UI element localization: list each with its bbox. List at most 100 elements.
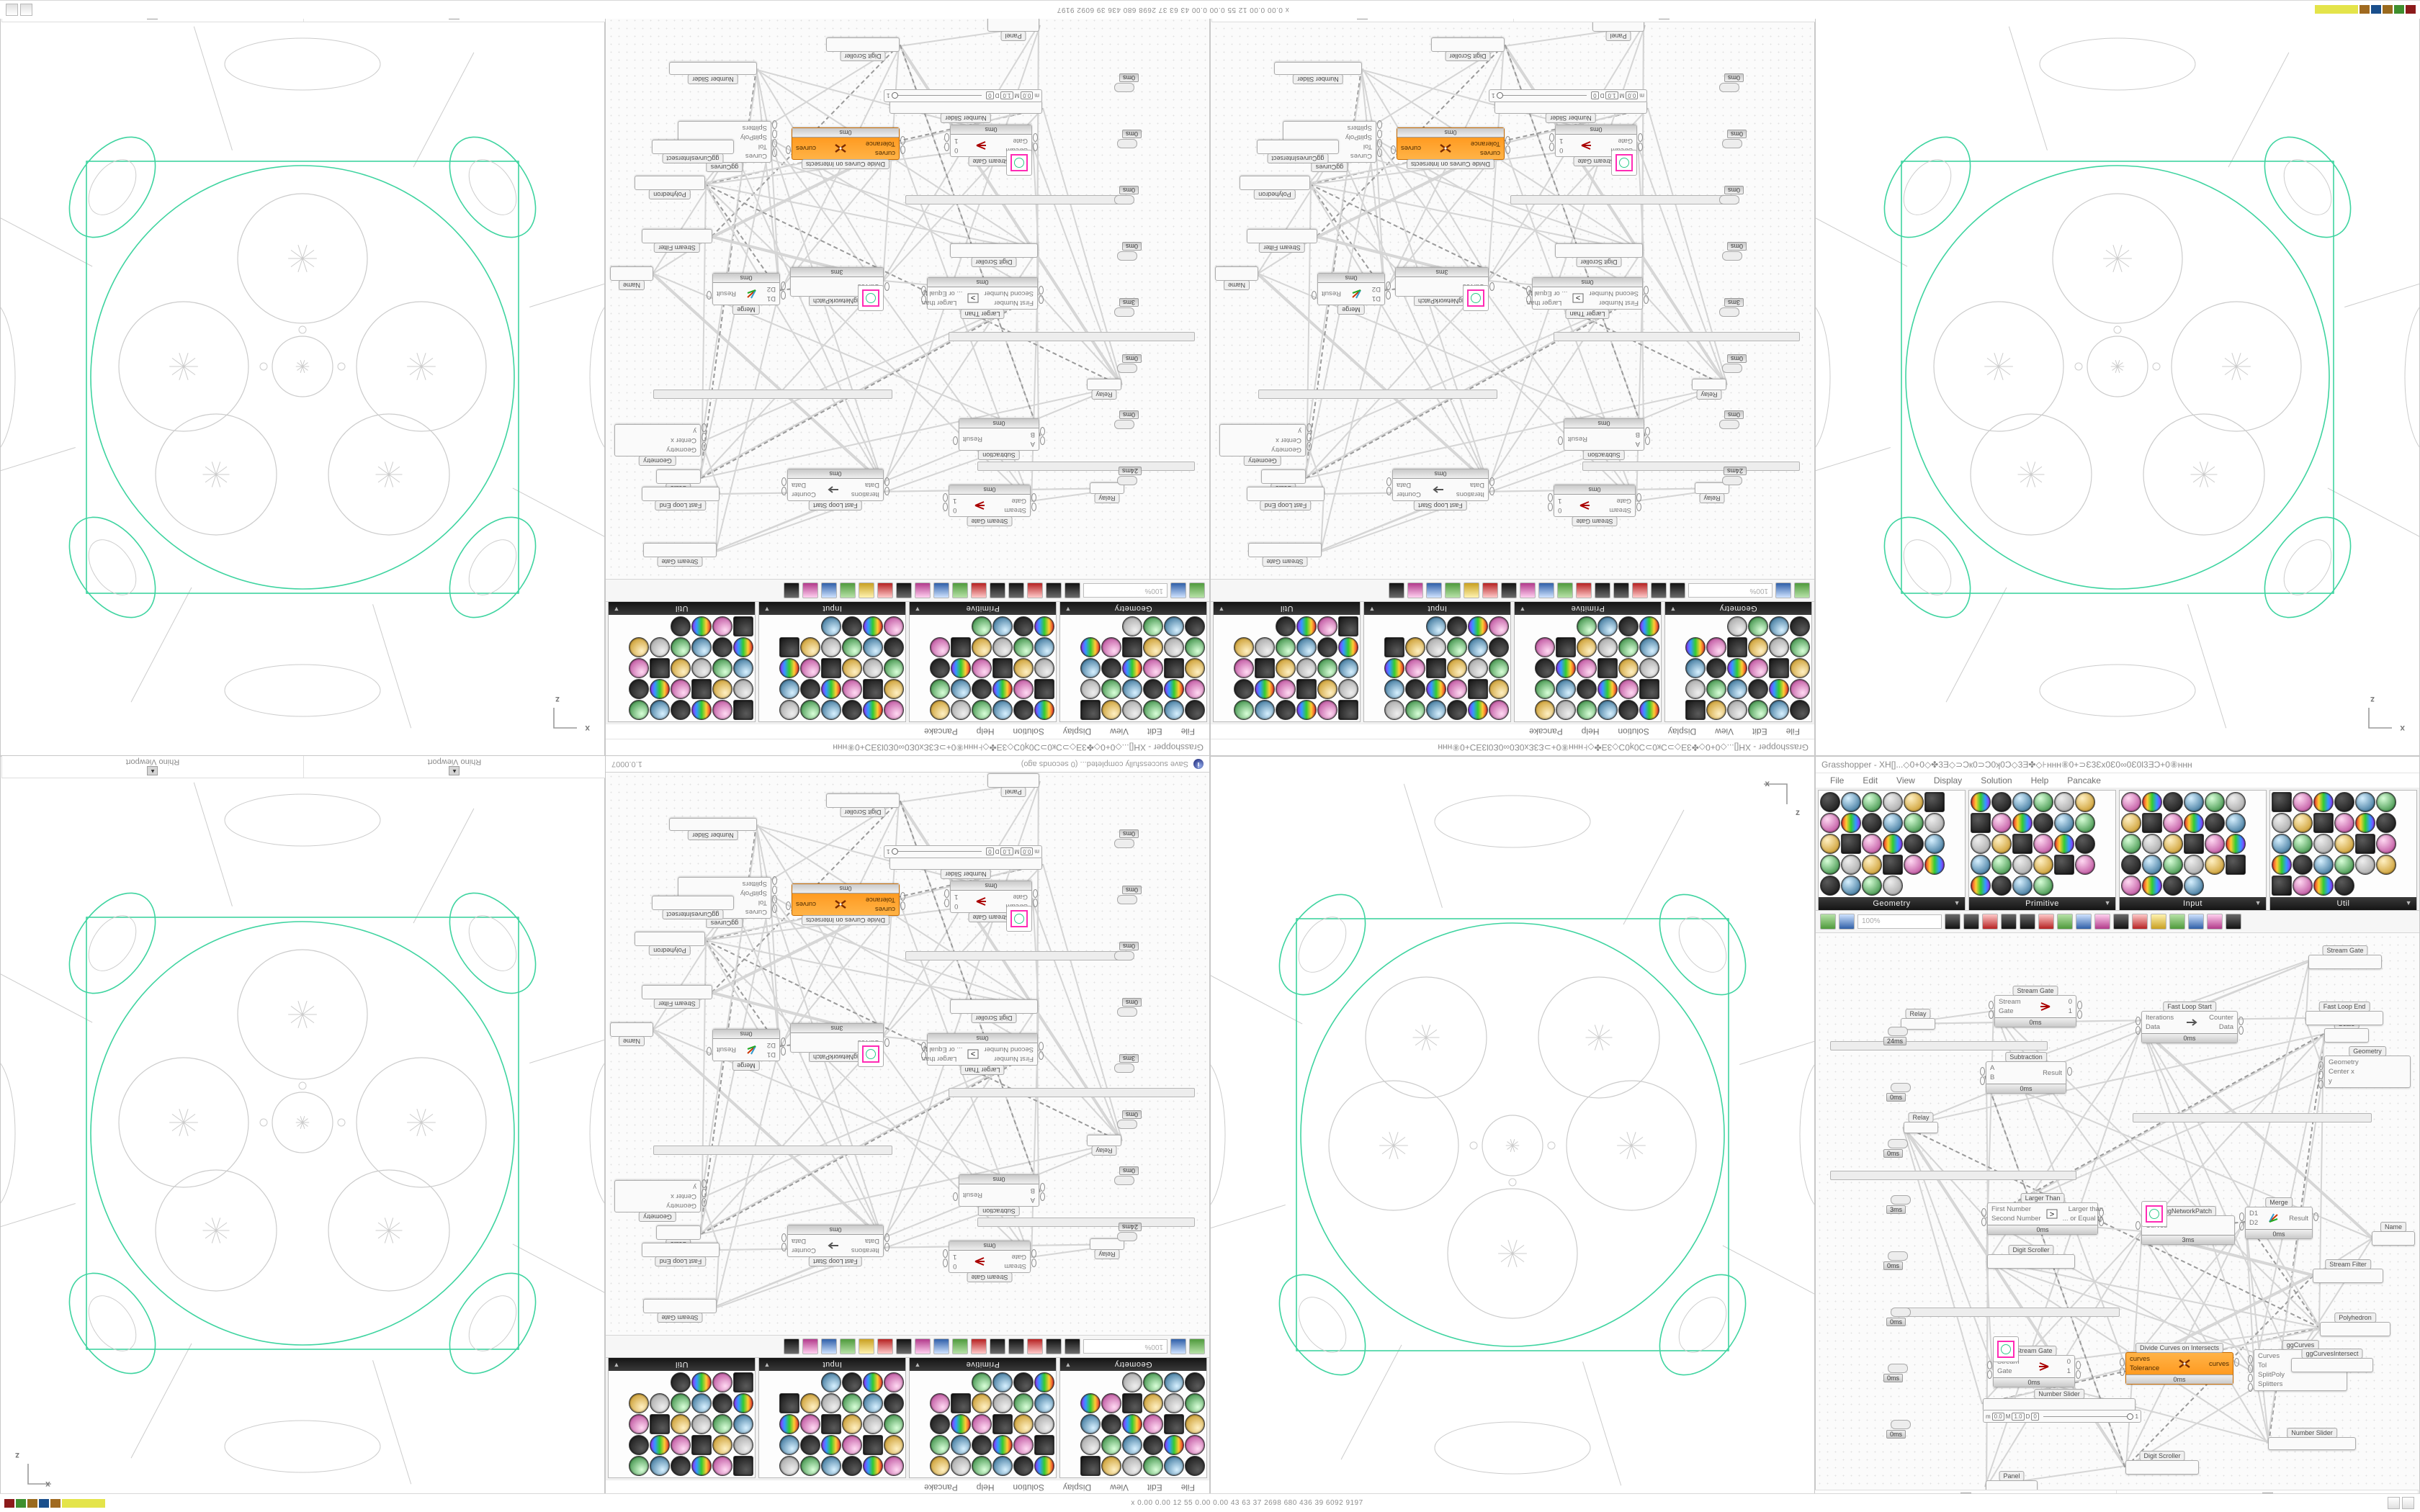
chevron-down-icon[interactable]: ▼ bbox=[1670, 606, 1677, 613]
component-icon[interactable] bbox=[1727, 637, 1747, 657]
input-port[interactable] bbox=[1987, 1361, 1992, 1369]
output-port[interactable] bbox=[2238, 1026, 2244, 1035]
input-port[interactable] bbox=[1645, 427, 1650, 436]
component-icon[interactable] bbox=[650, 1435, 670, 1455]
toolbar-icon-9[interactable] bbox=[2113, 914, 2129, 930]
component-icon[interactable] bbox=[1748, 637, 1768, 657]
chevron-down-icon[interactable]: ▼ bbox=[2254, 899, 2262, 906]
input-port[interactable] bbox=[884, 282, 889, 291]
component-icon[interactable] bbox=[2334, 792, 2354, 812]
menu-item-pancake[interactable]: Pancake bbox=[924, 1482, 958, 1493]
slider-digits-value[interactable]: 0 bbox=[986, 91, 994, 100]
gh-component-n17[interactable]: Stream Gate bbox=[643, 1299, 717, 1323]
component-icon[interactable] bbox=[821, 616, 841, 636]
gh-component-n2[interactable]: Fast Loop Start Iterations Data Counter Data… bbox=[787, 1225, 884, 1266]
component-icon[interactable] bbox=[1080, 700, 1101, 720]
gh-component-n18[interactable]: ggCurvesIntersect bbox=[2291, 1349, 2373, 1372]
input-port[interactable] bbox=[884, 477, 889, 486]
component-icon[interactable] bbox=[629, 1456, 649, 1476]
component-icon[interactable] bbox=[1317, 679, 1337, 699]
input-port[interactable] bbox=[884, 487, 889, 495]
component-icon[interactable] bbox=[2293, 834, 2313, 854]
component-icon[interactable] bbox=[2054, 792, 2074, 812]
chevron-down-icon[interactable]: ▼ bbox=[1218, 606, 1225, 613]
toolbar-icon-15[interactable] bbox=[784, 1338, 799, 1354]
toolbar-icon-12[interactable] bbox=[840, 1338, 856, 1354]
component-icon[interactable] bbox=[2163, 834, 2183, 854]
chevron-down-icon[interactable]: ▼ bbox=[1519, 606, 1526, 613]
input-port[interactable] bbox=[1307, 433, 1312, 441]
gh-component-n8[interactable]: Merge D1 D2 Result 0ms bbox=[712, 1029, 780, 1071]
component-icon[interactable] bbox=[691, 1435, 712, 1455]
component-icon[interactable] bbox=[629, 700, 649, 720]
toolbar-icon-1[interactable] bbox=[1046, 582, 1062, 598]
input-port[interactable] bbox=[900, 901, 905, 910]
component-icon[interactable] bbox=[1122, 1456, 1142, 1476]
gh-component-n5[interactable]: Scale bbox=[2324, 1019, 2369, 1043]
gh-component-n10[interactable]: Divide Curves on Intersects curves Toleran… bbox=[792, 883, 900, 925]
component-icon[interactable] bbox=[1296, 637, 1317, 657]
gh-component-n22[interactable]: Relay bbox=[1087, 1135, 1121, 1156]
component-icon[interactable] bbox=[1447, 679, 1467, 699]
gh-component-n9[interactable]: Digit Scroller bbox=[950, 243, 1038, 267]
menu-item-view[interactable]: View bbox=[1110, 1482, 1129, 1493]
component-icon[interactable] bbox=[733, 1456, 753, 1476]
component-icon[interactable] bbox=[779, 1414, 799, 1434]
component-icon[interactable] bbox=[1034, 616, 1054, 636]
slider-knob[interactable] bbox=[892, 92, 899, 99]
input-port[interactable] bbox=[781, 291, 786, 300]
toolbar-icon-7[interactable] bbox=[1538, 582, 1554, 598]
component-icon[interactable] bbox=[2033, 876, 2053, 896]
component-icon[interactable] bbox=[1468, 637, 1488, 657]
component-icon[interactable] bbox=[884, 1414, 904, 1434]
component-icon[interactable] bbox=[1924, 855, 1945, 875]
component-icon[interactable] bbox=[671, 658, 691, 678]
output-port[interactable] bbox=[953, 436, 958, 445]
component-icon[interactable] bbox=[1080, 679, 1101, 699]
input-port[interactable] bbox=[1981, 1218, 1986, 1226]
input-port[interactable] bbox=[1980, 1076, 1985, 1085]
component-icon[interactable] bbox=[1727, 679, 1747, 699]
relay-node[interactable] bbox=[1114, 951, 1134, 960]
gh-component-n5[interactable]: Scale bbox=[656, 469, 701, 493]
input-port[interactable] bbox=[2248, 1374, 2253, 1382]
component-icon[interactable] bbox=[2313, 834, 2334, 854]
slider-max-value[interactable]: 1.0 bbox=[2012, 1412, 2025, 1421]
param-preview-widget[interactable] bbox=[1006, 150, 1032, 176]
component-icon[interactable] bbox=[1577, 637, 1597, 657]
output-port[interactable] bbox=[921, 1042, 926, 1050]
relay-node[interactable] bbox=[1722, 364, 1742, 373]
gh-component-n16[interactable]: Fast Loop End bbox=[1247, 487, 1325, 510]
input-port[interactable] bbox=[2248, 1383, 2253, 1392]
component-icon[interactable] bbox=[779, 658, 799, 678]
component-icon[interactable] bbox=[1924, 813, 1945, 833]
toolbar-icon-10[interactable] bbox=[877, 1338, 893, 1354]
component-icon[interactable] bbox=[1489, 616, 1509, 636]
component-icon[interactable] bbox=[884, 1435, 904, 1455]
component-icon[interactable] bbox=[1618, 658, 1639, 678]
relay-node[interactable] bbox=[1722, 139, 1742, 148]
component-icon[interactable] bbox=[1706, 700, 1726, 720]
component-icon[interactable] bbox=[2376, 855, 2396, 875]
chevron-down-icon[interactable]: ▼ bbox=[1065, 1362, 1072, 1369]
component-icon[interactable] bbox=[1338, 679, 1358, 699]
component-icon[interactable] bbox=[863, 658, 883, 678]
new-file-icon[interactable] bbox=[1189, 1338, 1205, 1354]
number-slider[interactable]: m 0.0 M 1.0 D 0 1 bbox=[1983, 1410, 2141, 1423]
relay-node[interactable] bbox=[1888, 1139, 1908, 1148]
output-port[interactable] bbox=[707, 291, 712, 300]
component-icon[interactable] bbox=[733, 679, 753, 699]
component-icon[interactable] bbox=[1577, 679, 1597, 699]
relay-node[interactable] bbox=[1888, 1027, 1908, 1036]
input-port[interactable] bbox=[702, 1179, 707, 1188]
component-icon[interactable] bbox=[842, 1393, 862, 1413]
viewport-tab[interactable]: ▲Rhino Viewport bbox=[303, 756, 605, 778]
gh-component-n21[interactable]: Digit Scroller bbox=[2125, 1451, 2199, 1475]
component-icon[interactable] bbox=[992, 637, 1013, 657]
component-icon[interactable] bbox=[1685, 637, 1706, 657]
menu-item-solution[interactable]: Solution bbox=[1013, 1482, 1044, 1493]
component-icon[interactable] bbox=[1296, 658, 1317, 678]
component-icon[interactable] bbox=[1080, 658, 1101, 678]
component-icon[interactable] bbox=[1101, 658, 1121, 678]
